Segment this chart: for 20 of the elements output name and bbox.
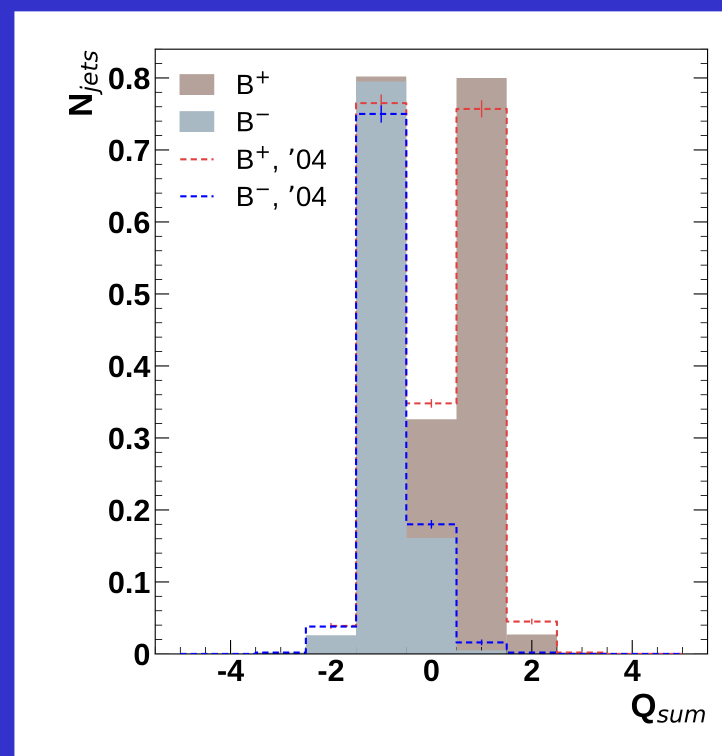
legend-label: B$^{+}$, ’04 <box>238 146 326 172</box>
x-tick-label: -4 <box>218 660 244 681</box>
x-tick-label: 2 <box>524 660 540 681</box>
legend-label: B$^{−}$ <box>238 112 269 132</box>
x-tick-label: 0 <box>424 660 439 682</box>
y-tick-label: 0.3 <box>109 428 150 450</box>
legend-label: B$^{−}$, ’04 <box>238 186 326 210</box>
y-axis-title: N$_{jets}$ <box>69 50 102 115</box>
y-tick-label: 0.7 <box>109 140 150 162</box>
y-tick-label: 0.2 <box>109 500 150 522</box>
y-tick-label: 0.5 <box>109 284 150 306</box>
x-axis-title: Q$_{sum}$ <box>632 694 705 724</box>
legend-label: B$^{+}$ <box>238 71 269 94</box>
x-tick-label: -2 <box>318 660 344 681</box>
y-tick-label: 0 <box>134 644 150 666</box>
y-tick-label: 0.8 <box>109 68 150 90</box>
y-tick-label: 0.6 <box>109 212 150 234</box>
x-tick-label: 4 <box>624 660 641 681</box>
y-tick-label: 0.4 <box>109 356 150 378</box>
y-tick-label: 0.1 <box>109 572 150 594</box>
